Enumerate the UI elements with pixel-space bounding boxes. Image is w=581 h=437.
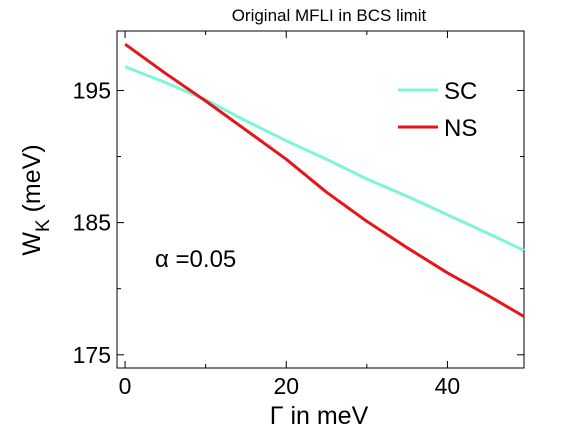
axis-ticks <box>117 31 524 368</box>
y-axis-label: WK (meV) <box>18 144 54 255</box>
y-axis-label-subscript: K <box>33 219 54 232</box>
y-tick-label-195: 195 <box>73 77 111 103</box>
y-tick-label-185: 185 <box>73 210 111 236</box>
legend-label-sc: SC <box>444 78 477 105</box>
y-axis-label-unit: (meV) <box>18 144 46 219</box>
x-axis-label: Γ in meV <box>270 402 369 430</box>
axis-tick-labels: 0 20 40 175 185 195 <box>73 77 461 399</box>
alpha-annotation: α =0.05 <box>155 246 236 273</box>
series-lines <box>124 42 525 318</box>
series-line-ns <box>124 42 525 318</box>
x-tick-label-0: 0 <box>119 373 132 399</box>
y-axis-label-main: W <box>18 232 46 256</box>
x-tick-label-20: 20 <box>273 373 299 399</box>
x-tick-label-40: 40 <box>435 373 461 399</box>
y-tick-label-175: 175 <box>73 342 111 368</box>
chart-title: Original MFLI in BCS limit <box>232 6 427 25</box>
legend: SC NS <box>398 78 477 142</box>
series-line-sc <box>124 65 525 252</box>
legend-label-ns: NS <box>444 115 477 142</box>
